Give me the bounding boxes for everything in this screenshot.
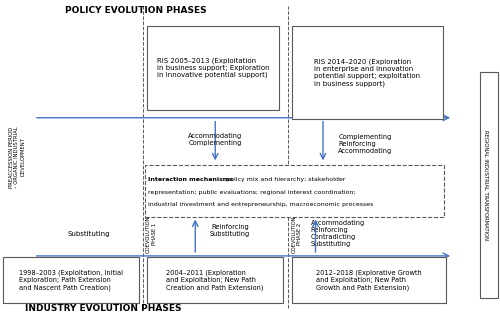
Text: INDUSTRY EVOLUTION PHASES: INDUSTRY EVOLUTION PHASES (25, 304, 182, 313)
Text: 2012–2018 (Explorative Growth
and Exploitation; New Path
Growth and Path Extensi: 2012–2018 (Explorative Growth and Exploi… (316, 270, 422, 291)
FancyBboxPatch shape (144, 165, 444, 217)
Text: Complementing
Reinforcing
Accommodating: Complementing Reinforcing Accommodating (338, 134, 392, 154)
Text: : policy mix and hierarchy; stakeholder: : policy mix and hierarchy; stakeholder (222, 177, 346, 182)
Text: industrial investment and entrepreneurship, macroeconomic processes: industrial investment and entrepreneursh… (148, 203, 374, 207)
FancyBboxPatch shape (2, 257, 139, 303)
Text: 2004–2011 (Exploration
and Exploitation; New Path
Creation and Path Extension): 2004–2011 (Exploration and Exploitation;… (166, 270, 264, 291)
FancyBboxPatch shape (146, 26, 280, 110)
Text: POLICY EVOLUTION PHASES: POLICY EVOLUTION PHASES (65, 7, 206, 15)
Text: RIS 2005–2013 (Exploitation
in business support; Exploration
in innovative poten: RIS 2005–2013 (Exploitation in business … (156, 57, 270, 78)
Text: Reinforcing
Substituting: Reinforcing Substituting (210, 224, 250, 237)
Text: Interaction mechanisms: Interaction mechanisms (148, 177, 234, 182)
Text: PREACCESSION PERIOD
– ORGANIC INDUSTRIAL
DEVELOPMENT: PREACCESSION PERIOD – ORGANIC INDUSTRIAL… (8, 126, 25, 188)
Text: representation; public evaluations; regional interest coordination;: representation; public evaluations; regi… (148, 190, 356, 195)
Text: Accommodating
Reinforcing
Contradicting
Substituting: Accommodating Reinforcing Contradicting … (311, 220, 365, 247)
Text: Accommodating
Complementing: Accommodating Complementing (188, 133, 242, 146)
Text: REGIONAL INDUSTRIAL TRANSFORMATION: REGIONAL INDUSTRIAL TRANSFORMATION (482, 130, 488, 240)
FancyBboxPatch shape (146, 257, 283, 303)
FancyBboxPatch shape (292, 26, 443, 119)
Text: RIS 2014–2020 (Exploration
in enterprise and innovation
potential support; explo: RIS 2014–2020 (Exploration in enterprise… (314, 58, 420, 87)
Text: Substituting: Substituting (67, 231, 110, 237)
FancyBboxPatch shape (480, 72, 498, 298)
Text: COEVOLUTION
PHASE 2: COEVOLUTION PHASE 2 (292, 215, 302, 253)
Text: COEVOLUTION
PHASE 1: COEVOLUTION PHASE 1 (146, 215, 157, 253)
FancyBboxPatch shape (292, 257, 446, 303)
Text: 1998–2003 (Exploitation, Initial
Exploration; Path Extension
and Nascent Path Cr: 1998–2003 (Exploitation, Initial Explora… (19, 270, 123, 291)
